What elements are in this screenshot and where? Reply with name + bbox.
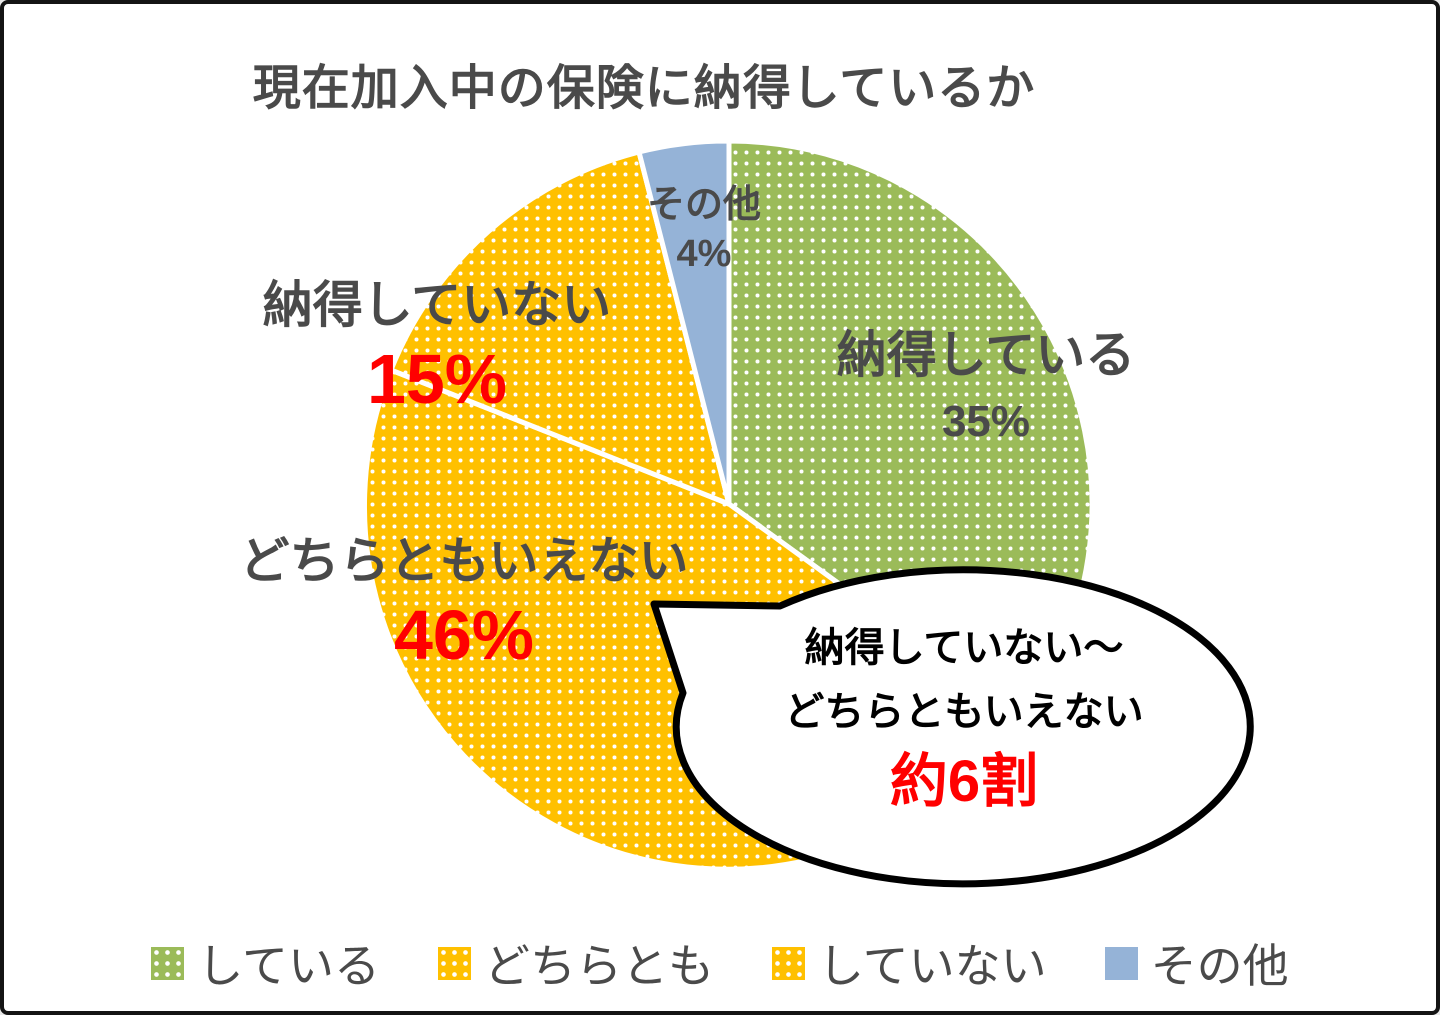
slice-name-neither: どちらともいえない [239, 533, 689, 589]
slice-name-not-satisfied: 納得していない [262, 277, 612, 333]
legend-swatch-green-dotted [151, 946, 185, 980]
legend-label: その他 [1150, 940, 1289, 992]
slice-value-not-satisfied: 15% [366, 340, 508, 418]
legend-swatch-orange-dotted [772, 946, 805, 980]
legend-label: していない [818, 940, 1047, 992]
legend-item-neither: どちらとも [438, 930, 714, 996]
legend-swatch-blue-solid [1104, 946, 1138, 980]
slice-label-neither: どちらともいえない 46% [214, 532, 714, 672]
bubble-highlight: 約6割 [889, 749, 1039, 814]
legend: している どちらとも していない その他 [4, 930, 1436, 996]
speech-bubble-shape [650, 566, 1254, 888]
speech-bubble-text: 納得していない～ どちらともいえない 約6割 [714, 616, 1214, 820]
bubble-line-1: 納得していない～ [804, 626, 1124, 670]
legend-item-not-satisfied: していない [772, 930, 1047, 996]
legend-label: どちらとも [484, 940, 714, 992]
slice-value-neither: 46% [393, 596, 535, 674]
legend-item-other: その他 [1104, 930, 1289, 996]
legend-label: している [197, 940, 380, 992]
pie-slice-other [636, 138, 732, 507]
slice-name-other: その他 [646, 184, 761, 226]
legend-item-satisfied: している [151, 930, 380, 996]
slice-label-other: その他 4% [599, 180, 809, 276]
legend-swatch-orange-dotted [438, 946, 471, 980]
slice-value-satisfied: 35% [941, 397, 1031, 446]
pie-chart-svg [361, 138, 1254, 888]
pie-slice-not-satisfied [388, 149, 732, 507]
bubble-line-2: どちらともいえない [784, 690, 1144, 734]
slice-value-other: 4% [676, 233, 732, 275]
slice-name-satisfied: 納得している [836, 327, 1136, 383]
slice-label-satisfied: 納得している 35% [736, 326, 1236, 448]
chart-title: 現在加入中の保険に納得しているか [252, 62, 1036, 115]
slice-label-not-satisfied: 納得していない 15% [187, 276, 687, 416]
